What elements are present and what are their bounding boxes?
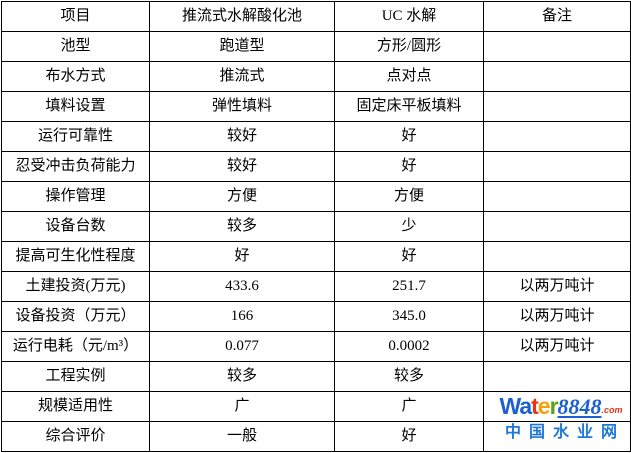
cell-remark [483,211,631,242]
cell-plug-flow: 较好 [149,151,335,182]
table-row: 规模适用性 广 广 [1,391,631,422]
cell-plug-flow: 好 [149,241,335,272]
cell-item: 运行电耗（元/m³） [1,331,150,362]
cell-remark [483,91,631,122]
cell-item: 工程实例 [1,361,150,392]
cell-plug-flow: 推流式 [149,61,335,92]
cell-plug-flow: 弹性填料 [149,91,335,122]
cell-plug-flow: 较多 [149,211,335,242]
cell-item: 池型 [1,31,150,62]
table-row: 土建投资(万元) 433.6 251.7 以两万吨计 [1,271,631,302]
cell-remark [483,181,631,212]
table-row: 运行可靠性 较好 好 [1,121,631,152]
table-row: 设备投资（万元） 166 345.0 以两万吨计 [1,301,631,332]
cell-uc: 好 [334,121,484,152]
cell-uc: 点对点 [334,61,484,92]
cell-item: 土建投资(万元) [1,271,150,302]
cell-uc: 方便 [334,181,484,212]
cell-remark [483,31,631,62]
cell-uc: 0.0002 [334,331,484,362]
cell-uc: 好 [334,421,484,452]
cell-item: 忍受冲击负荷能力 [1,151,150,182]
cell-remark: 以两万吨计 [483,331,631,362]
header-row: 项目 推流式水解酸化池 UC 水解 备注 [1,1,631,32]
cell-remark [483,151,631,182]
cell-item: 运行可靠性 [1,121,150,152]
table-row: 填料设置 弹性填料 固定床平板填料 [1,91,631,122]
cell-uc: 广 [334,391,484,422]
cell-item: 综合评价 [1,421,150,452]
cell-uc: 固定床平板填料 [334,91,484,122]
table-row: 提高可生化性程度 好 好 [1,241,631,272]
table-row: 池型 跑道型 方形/圆形 [1,31,631,62]
table-row: 综合评价 一般 好 [1,421,631,452]
cell-item: 操作管理 [1,181,150,212]
cell-plug-flow: 较好 [149,121,335,152]
cell-uc: 好 [334,151,484,182]
cell-remark [483,391,631,422]
cell-item: 提高可生化性程度 [1,241,150,272]
cell-item: 规模适用性 [1,391,150,422]
col-header-remark: 备注 [483,1,631,32]
table-row: 运行电耗（元/m³） 0.077 0.0002 以两万吨计 [1,331,631,362]
cell-remark [483,421,631,452]
cell-uc: 方形/圆形 [334,31,484,62]
cell-plug-flow: 方便 [149,181,335,212]
cell-plug-flow: 较多 [149,361,335,392]
cell-remark [483,121,631,152]
cell-uc: 较多 [334,361,484,392]
cell-plug-flow: 433.6 [149,271,335,302]
cell-plug-flow: 一般 [149,421,335,452]
cell-remark [483,61,631,92]
col-header-item: 项目 [1,1,150,32]
cell-remark [483,361,631,392]
cell-uc: 345.0 [334,301,484,332]
cell-item: 布水方式 [1,61,150,92]
cell-uc: 少 [334,211,484,242]
col-header-uc: UC 水解 [334,1,484,32]
cell-uc: 251.7 [334,271,484,302]
col-header-plug-flow: 推流式水解酸化池 [149,1,335,32]
cell-plug-flow: 广 [149,391,335,422]
cell-item: 设备台数 [1,211,150,242]
cell-plug-flow: 跑道型 [149,31,335,62]
cell-uc: 好 [334,241,484,272]
table-row: 布水方式 推流式 点对点 [1,61,631,92]
table-row: 操作管理 方便 方便 [1,181,631,212]
cell-item: 填料设置 [1,91,150,122]
table-row: 设备台数 较多 少 [1,211,631,242]
table-row: 忍受冲击负荷能力 较好 好 [1,151,631,182]
cell-item: 设备投资（万元） [1,301,150,332]
cell-remark: 以两万吨计 [483,301,631,332]
cell-plug-flow: 0.077 [149,331,335,362]
cell-remark [483,241,631,272]
cell-plug-flow: 166 [149,301,335,332]
cell-remark: 以两万吨计 [483,271,631,302]
table-row: 工程实例 较多 较多 [1,361,631,392]
